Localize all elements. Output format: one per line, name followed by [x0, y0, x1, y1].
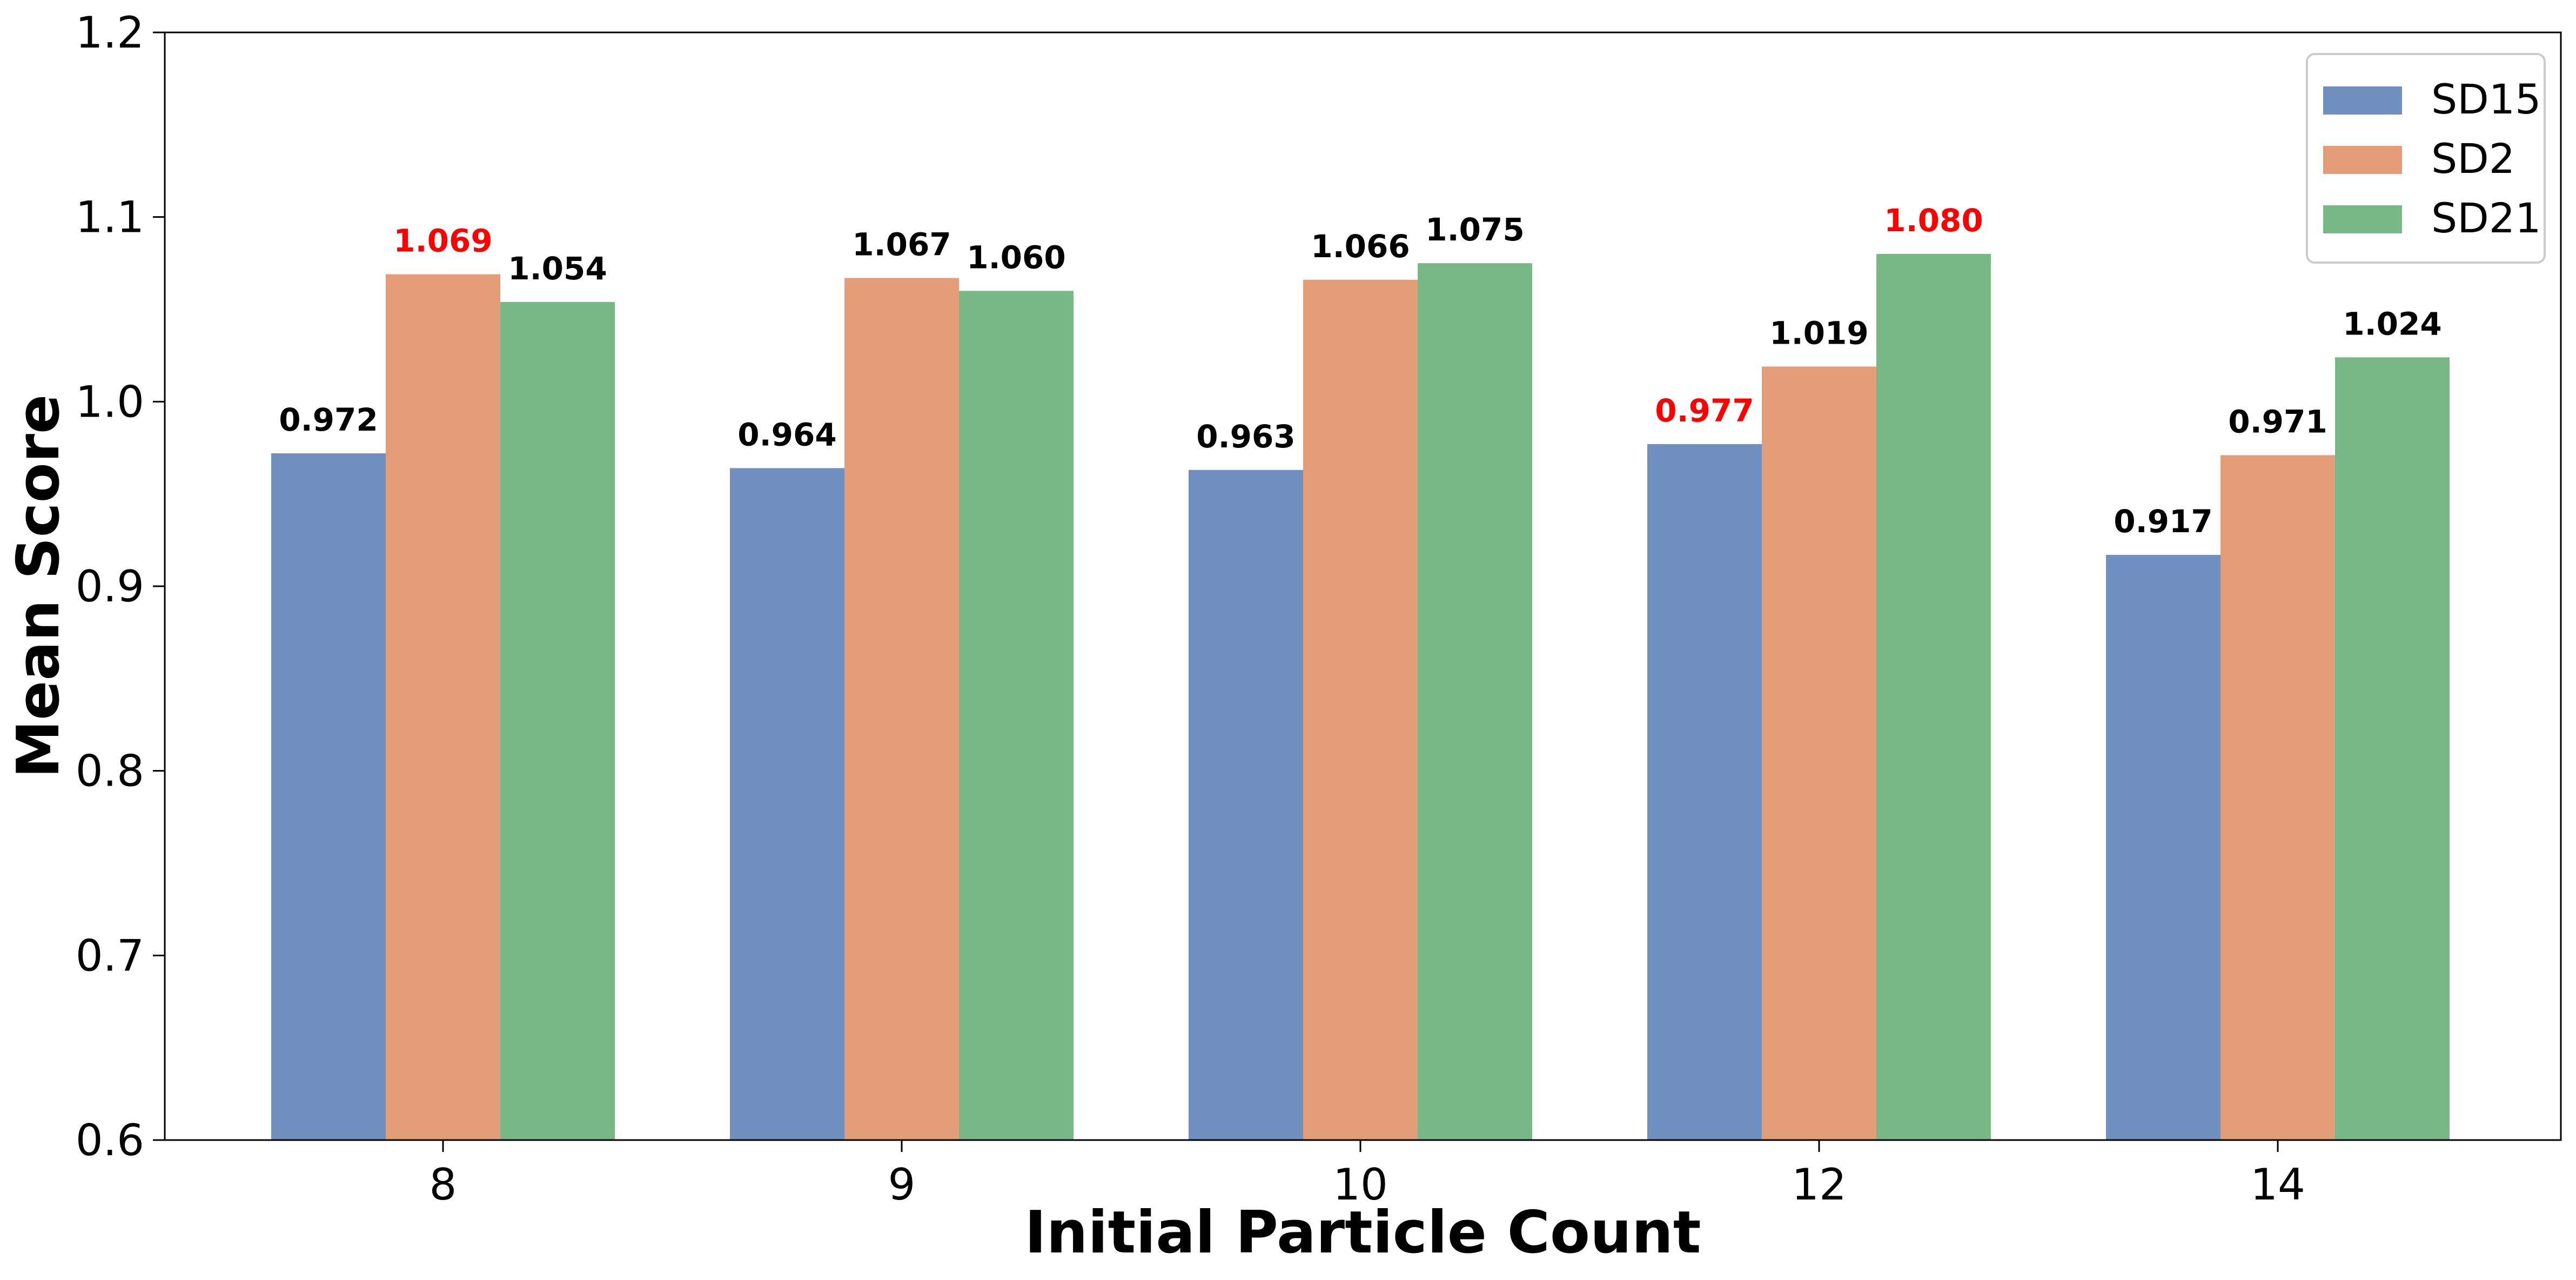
value-label-sd2-14: 0.971: [2228, 403, 2327, 440]
value-label-sd15-10: 0.963: [1196, 418, 1295, 455]
legend-label-sd2: SD2: [2431, 135, 2515, 183]
bar-sd21-8: [500, 301, 615, 1141]
bar-sd15-12: [1647, 444, 1762, 1140]
y-tick-label: 0.8: [76, 746, 144, 796]
legend: SD15 SD2 SD21: [2306, 53, 2546, 264]
axes-layer: 0.6 0.7 0.8 0.9 1.0 1.1 1.2 8 9 10 12 14: [76, 8, 2562, 1210]
value-label-sd21-12: 1.080: [1884, 202, 1983, 239]
value-labels-layer: 0.972 1.069 1.054 0.964 1.067 1.060 0.963 1.066…: [279, 202, 2441, 540]
legend-swatch-sd15: [2323, 86, 2402, 115]
bar-sd2-8: [386, 274, 500, 1140]
value-label-sd2-9: 1.067: [852, 226, 951, 263]
bar-sd2-10: [1303, 279, 1418, 1141]
value-label-sd21-8: 1.054: [508, 250, 607, 287]
value-label-sd15-9: 0.964: [737, 416, 836, 453]
bar-sd15-14: [2106, 554, 2221, 1140]
x-axis-title: Initial Particle Count: [1024, 1199, 1701, 1266]
value-label-sd21-9: 1.060: [967, 239, 1065, 276]
bar-sd21-12: [1876, 254, 1991, 1140]
value-label-sd2-12: 1.019: [1769, 314, 1868, 351]
x-tick-label: 8: [430, 1160, 457, 1210]
bar-sd15-8: [271, 453, 386, 1140]
y-tick-label: 0.7: [76, 930, 144, 981]
bars-layer: [271, 254, 2450, 1141]
y-tick-label: 0.6: [76, 1115, 144, 1165]
y-tick-label: 1.0: [76, 377, 144, 427]
bar-sd21-14: [2335, 357, 2450, 1141]
x-tick-label: 12: [1792, 1160, 1847, 1210]
value-label-sd21-14: 1.024: [2343, 305, 2441, 342]
value-label-sd2-8: 1.069: [393, 223, 492, 259]
x-tick-label: 14: [2250, 1160, 2305, 1210]
bar-sd21-10: [1418, 263, 1532, 1140]
legend-swatch-sd2: [2323, 146, 2402, 174]
bar-sd15-10: [1189, 470, 1303, 1140]
y-tick-label: 1.2: [76, 8, 144, 58]
y-tick-label: 1.1: [76, 192, 144, 243]
legend-swatch-sd21: [2323, 205, 2402, 233]
legend-label-sd15: SD15: [2431, 75, 2541, 123]
bar-sd2-9: [844, 278, 959, 1140]
y-tick-label: 0.9: [76, 561, 144, 612]
x-tick-label: 9: [888, 1160, 916, 1210]
x-tick-label: 10: [1333, 1160, 1388, 1210]
value-label-sd15-12: 0.977: [1655, 392, 1754, 429]
legend-label-sd21: SD21: [2431, 194, 2541, 242]
y-axis-title: Mean Score: [5, 394, 72, 779]
value-label-sd15-14: 0.917: [2114, 503, 2212, 540]
value-label-sd2-10: 1.066: [1311, 228, 1410, 265]
bar-sd15-9: [730, 468, 844, 1141]
value-label-sd21-10: 1.075: [1425, 211, 1524, 248]
value-label-sd15-8: 0.972: [279, 401, 378, 438]
bar-sd2-12: [1762, 366, 1876, 1140]
bar-sd21-9: [959, 291, 1074, 1141]
bar-sd2-14: [2221, 455, 2335, 1140]
